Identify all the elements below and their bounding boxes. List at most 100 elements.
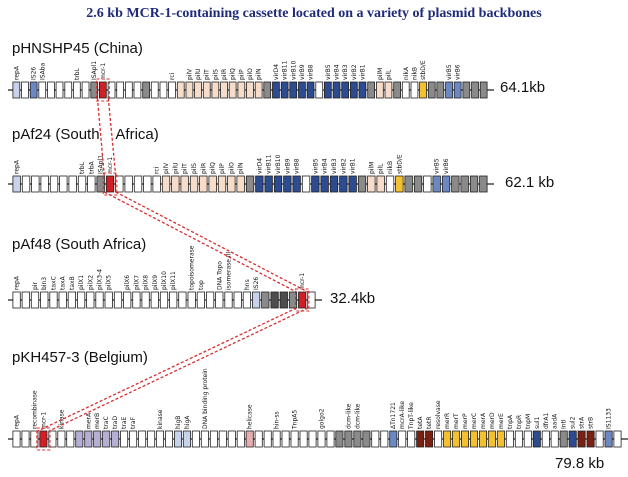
- gene-box: [613, 430, 622, 448]
- gene-label: ISAba: [39, 62, 46, 80]
- gene-box: [96, 175, 105, 193]
- gene-box: [362, 430, 371, 448]
- gene-box: [125, 81, 133, 99]
- gene-label: dfrA1: [543, 413, 550, 429]
- plasmid-map-3: repA recombinase mcr-1 kinase merA merB traC tr…: [8, 368, 628, 448]
- gene-box: [202, 81, 211, 99]
- gene-label: IS1133: [606, 408, 613, 429]
- gene-box: [604, 430, 613, 448]
- gene-box: [320, 175, 329, 193]
- gene-label: pilQ: [210, 162, 217, 174]
- gene-box: [471, 81, 479, 99]
- gene-label: ΔTn1721: [390, 402, 397, 429]
- gene-label: trbA: [88, 160, 95, 174]
- gene-box: [339, 175, 348, 193]
- gene-label: virB1: [350, 158, 357, 174]
- gene-label: pilV: [186, 68, 193, 80]
- gene-box: [532, 430, 541, 448]
- gene-box: [559, 430, 568, 448]
- plasmid-name-phnshp45: pHNSHP45 (China): [12, 40, 143, 57]
- gene-box: [30, 291, 40, 309]
- gene-label: pilT: [182, 163, 189, 174]
- gene-box: [211, 81, 220, 99]
- gene-box: [150, 291, 159, 309]
- gene-label: virB8: [308, 64, 315, 80]
- gene-box: [307, 291, 316, 309]
- gene-label: resolvase: [435, 400, 442, 429]
- gene-label: IntI: [561, 419, 568, 429]
- gene-label: merD: [489, 412, 496, 429]
- gene-label: virB6: [455, 64, 462, 80]
- mcr-1-gene-box: [105, 175, 115, 193]
- gene-box: [245, 175, 255, 193]
- gene-box: [40, 175, 49, 193]
- gene-box: [505, 430, 514, 448]
- gene-label: virB5: [446, 64, 453, 80]
- gene-box: [77, 175, 87, 193]
- cassette-highlight-box: [102, 172, 118, 196]
- gene-box: [290, 430, 299, 448]
- gene-label: pilS: [212, 69, 219, 80]
- gene-label: virB5: [312, 158, 319, 174]
- gene-box: [199, 175, 208, 193]
- gene-box: [123, 291, 132, 309]
- gene-box: [66, 430, 75, 448]
- gene-label: pilR: [200, 163, 207, 174]
- gene-box: [443, 430, 452, 448]
- gene-box: [31, 175, 40, 193]
- gene-box: [104, 291, 113, 309]
- gene-box: [427, 81, 436, 99]
- gene-label: strB: [588, 417, 595, 429]
- gene-label: hin-ss: [274, 411, 281, 429]
- gene-box: [59, 175, 68, 193]
- gene-box: [205, 291, 215, 309]
- gene-box: [187, 291, 196, 309]
- gene-box: [132, 291, 141, 309]
- gene-box: [375, 81, 384, 99]
- gene-label: tetA: [417, 416, 424, 429]
- plasmid-map-0: repA IS26 ISAba trbL ISApl1 mcr-1 rci pilV pilU p…: [8, 60, 494, 99]
- gene-label: strA: [579, 416, 586, 429]
- gene-box: [147, 430, 156, 448]
- gene-label: higB: [175, 416, 182, 429]
- gene-label: traE: [121, 417, 128, 429]
- gene-box: [299, 430, 308, 448]
- gene-box: [64, 81, 73, 99]
- gene-box: [30, 430, 39, 448]
- gene-box: [141, 291, 150, 309]
- gene-label: TnpT-like: [408, 402, 415, 430]
- gene-label: pilX1: [78, 275, 85, 290]
- gene-label: pilP: [238, 69, 245, 80]
- gene-label: TnpA5: [292, 410, 299, 430]
- gene-box: [441, 175, 451, 193]
- gene-box: [68, 175, 77, 193]
- gene-box: [208, 175, 217, 193]
- gene-label: repA: [14, 414, 21, 429]
- gene-label: taxA: [60, 275, 67, 290]
- gene-box: [469, 430, 478, 448]
- gene-label: merE: [498, 413, 505, 429]
- gene-box: [353, 430, 362, 448]
- gene-box: [185, 81, 194, 99]
- gene-box: [124, 175, 133, 193]
- gene-box: [49, 291, 58, 309]
- gene-label: pilM: [368, 162, 375, 174]
- gene-box: [393, 81, 402, 99]
- gene-label: DNA Topo: [216, 261, 223, 290]
- gene-box: [200, 430, 209, 448]
- cassette-link-line: [107, 97, 117, 177]
- gene-box: [142, 81, 150, 99]
- gene-label: dcm-like: [345, 403, 352, 429]
- gene-label: virB6: [443, 158, 450, 174]
- gene-label: traD: [112, 416, 119, 429]
- gene-label: virB10: [275, 154, 282, 174]
- gene-box: [478, 430, 487, 448]
- gene-box: [413, 175, 423, 193]
- gene-label: merR: [444, 413, 451, 429]
- gene-box: [242, 291, 251, 309]
- gene-box: [138, 430, 147, 448]
- gene-label: virB4: [334, 64, 341, 80]
- plasmid-size-paf24: 62.1 kb: [505, 174, 555, 191]
- gene-box: [332, 81, 341, 99]
- gene-box: [595, 430, 604, 448]
